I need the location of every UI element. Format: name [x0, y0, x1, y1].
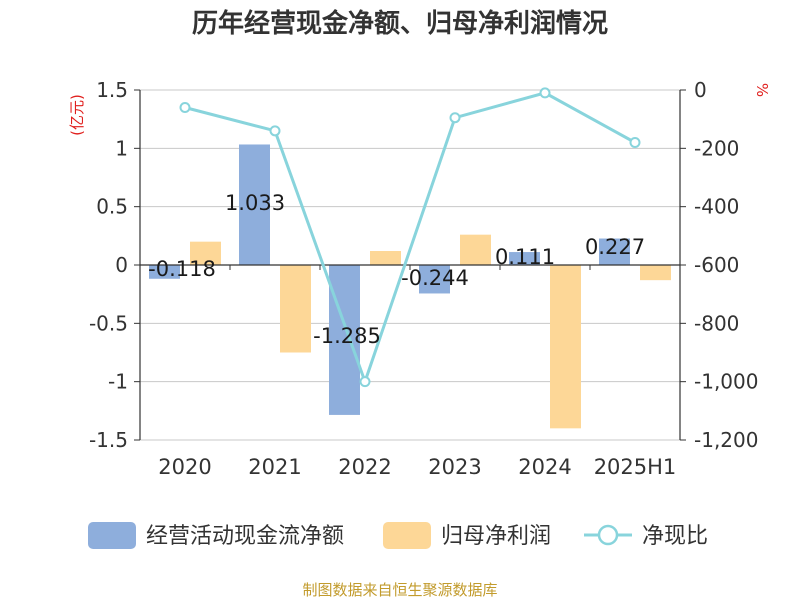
left-tick-label: 1.5	[96, 78, 128, 102]
line-point	[179, 102, 191, 113]
line-point	[269, 125, 281, 137]
bar-value-label: 0.227	[585, 235, 645, 259]
line-point	[449, 112, 461, 124]
line-point	[539, 87, 551, 99]
bar	[329, 265, 360, 415]
x-tick-label: 2021	[248, 455, 301, 479]
left-tick-label: 1	[115, 136, 128, 160]
bar	[460, 234, 491, 265]
x-tick-label: 2024	[518, 455, 571, 479]
legend-marker	[597, 524, 619, 546]
bar	[239, 144, 270, 265]
right-tick-label: -400	[694, 195, 739, 219]
legend: 经营活动现金流净额 归母净利润 净现比	[88, 522, 708, 549]
left-tick-label: 0	[115, 253, 128, 277]
right-tick-label: -600	[694, 253, 739, 277]
bar	[370, 251, 401, 265]
x-tick-label: 2025H1	[594, 455, 677, 479]
bar-value-label: 0.111	[495, 245, 555, 269]
right-tick-label: 0	[694, 78, 707, 102]
left-tick-label: -1.5	[89, 428, 128, 452]
bar	[509, 252, 540, 265]
left-tick-label: -1	[108, 370, 128, 394]
bar-layer	[149, 144, 671, 429]
source-note: 制图数据来自恒生聚源数据库	[302, 581, 497, 599]
legend-swatch	[383, 522, 431, 549]
line-point	[629, 137, 641, 148]
right-tick-label: -200	[694, 136, 739, 160]
right-tick-label: -800	[694, 311, 739, 335]
x-tick-label: 2023	[428, 455, 481, 479]
bar	[280, 265, 311, 353]
left-axis-unit: (亿元)	[68, 94, 86, 136]
legend-label: 经营活动现金流净额	[146, 524, 344, 549]
legend-label: 归母净利润	[441, 524, 551, 549]
legend-swatch	[88, 522, 136, 549]
bar	[419, 265, 450, 294]
legend-label: 净现比	[642, 524, 708, 549]
bar	[640, 265, 671, 281]
right-tick-label: -1,200	[694, 428, 758, 452]
left-tick-label: 0.5	[96, 195, 128, 219]
left-tick-label: -0.5	[89, 311, 128, 335]
bar	[190, 241, 221, 265]
bar	[149, 265, 180, 279]
bar-value-label: -1.285	[313, 324, 381, 348]
data-labels: -0.118 1.033 -1.285 -0.244 0.111 0.227	[148, 191, 645, 348]
chart-title: 历年经营现金净额、归母净利润情况	[192, 8, 608, 39]
axes: 1.5 1 0.5 0 -0.5 -1 -1.5 0 -200 -400 -600 -800 -1,00…	[89, 78, 759, 479]
bar	[599, 238, 630, 265]
bar-value-label: -0.244	[401, 266, 469, 290]
bar-value-label: -0.118	[148, 257, 216, 281]
bar	[550, 265, 581, 429]
right-axis-unit: %	[753, 83, 771, 97]
x-tick-label: 2020	[158, 455, 211, 479]
net-cash-ratio-line	[184, 91, 636, 387]
bar-value-label: 1.033	[225, 191, 285, 215]
line-point	[359, 376, 371, 388]
right-tick-label: -1,000	[694, 370, 758, 394]
line-layer	[179, 87, 641, 388]
x-tick-label: 2022	[338, 455, 391, 479]
